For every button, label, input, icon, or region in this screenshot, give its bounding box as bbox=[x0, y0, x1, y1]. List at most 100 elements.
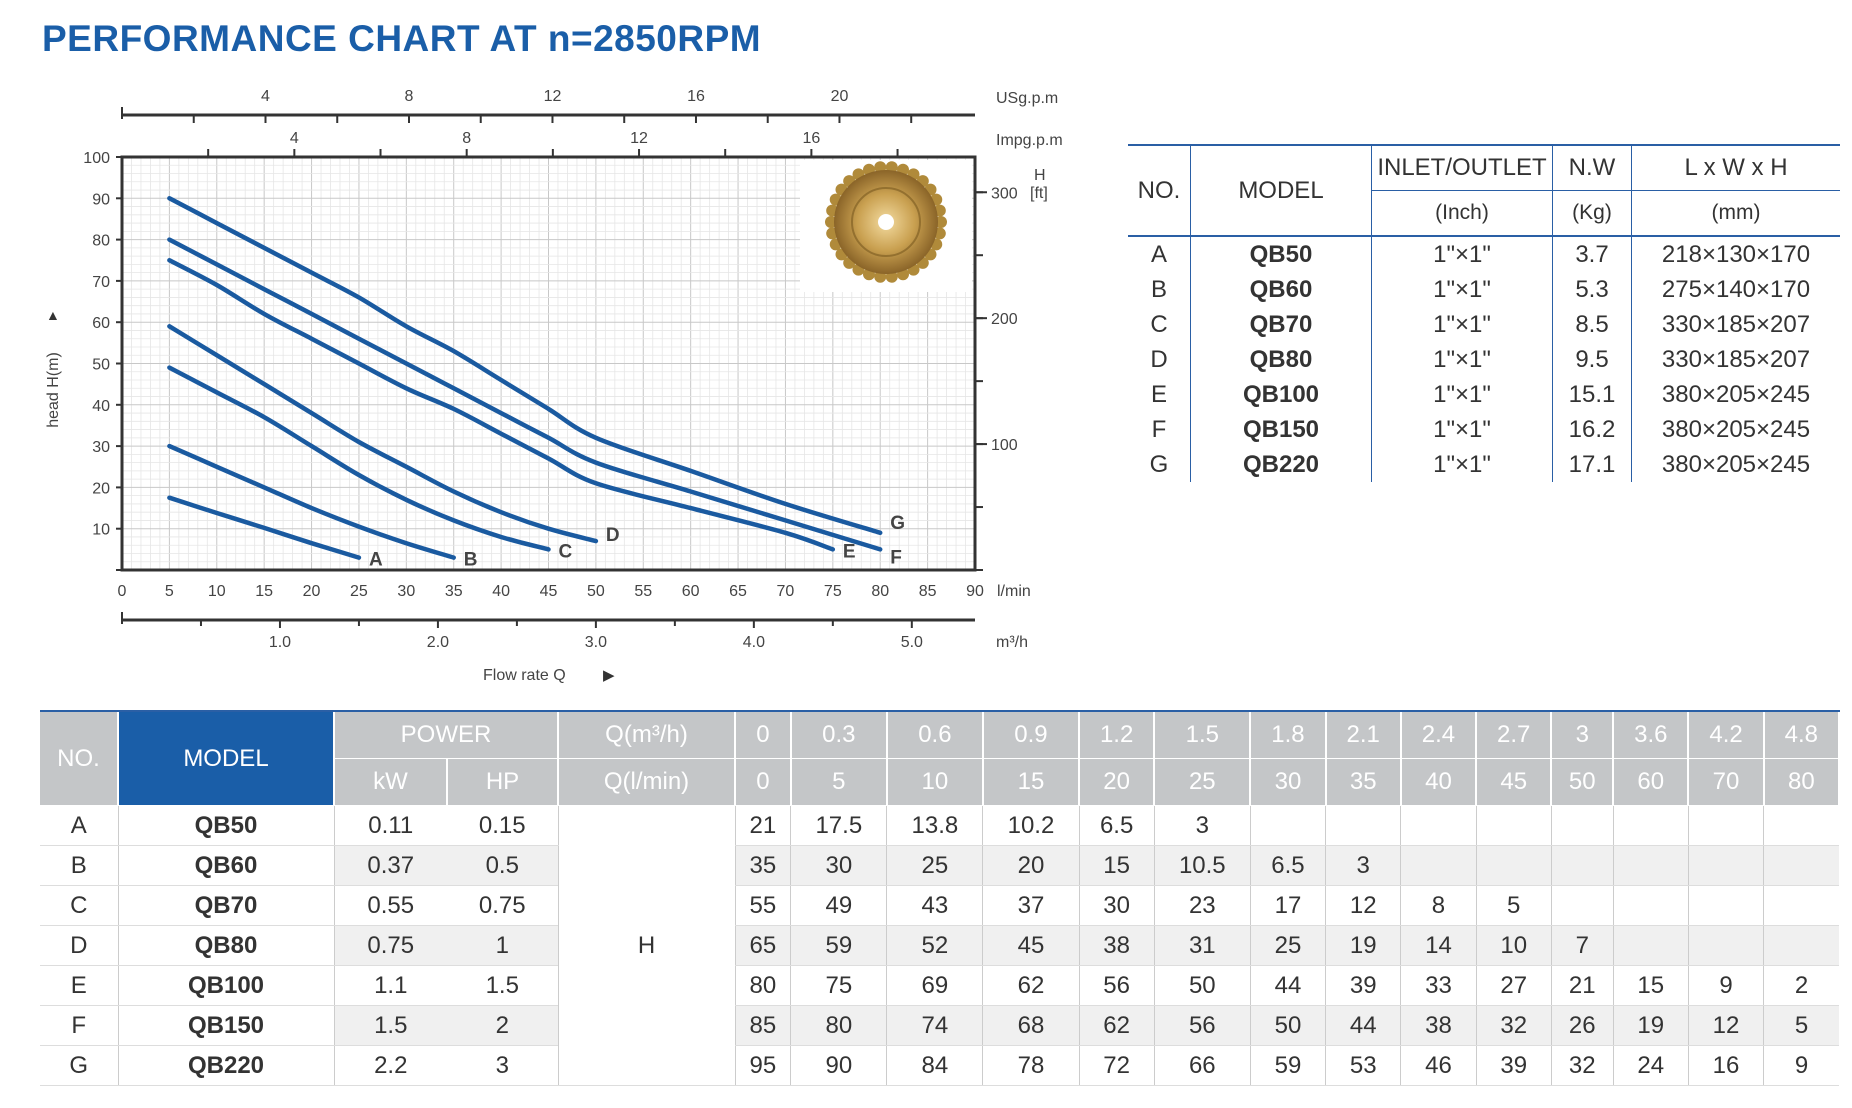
perf-cell-head: 46 bbox=[1400, 1045, 1477, 1086]
perf-cell-head: 17 bbox=[1249, 885, 1326, 926]
perf-header-q-lmin-value: 45 bbox=[1476, 758, 1553, 806]
m3h-tick-label: 1.0 bbox=[269, 634, 291, 651]
x-tick-label: 65 bbox=[729, 583, 747, 600]
spec-cell-dims: 218×130×170 bbox=[1631, 236, 1840, 272]
spec-row: E QB100 1"×1" 15.1 380×205×245 bbox=[1128, 377, 1840, 412]
y-tick-label: 40 bbox=[92, 398, 110, 415]
series-labels: A B C D E FG bbox=[369, 513, 905, 571]
perf-cell-no: A bbox=[40, 805, 118, 846]
perf-cell-head: 62 bbox=[1078, 1005, 1155, 1046]
perf-cell-head: 20 bbox=[982, 845, 1080, 886]
perf-cell-head: 25 bbox=[1249, 925, 1326, 966]
perf-cell-hp: 1 bbox=[447, 925, 558, 966]
perf-cell-head: 24 bbox=[1612, 1045, 1689, 1086]
spec-cell-no: C bbox=[1150, 310, 1168, 338]
perf-cell-head: 5 bbox=[1763, 1005, 1839, 1046]
perf-header-q-m3h-value: 3 bbox=[1551, 712, 1615, 759]
performance-table: NO. MODEL POWER Q(m³/h) 0 0.3 0.6 0.9 1.2 1.5… bbox=[40, 712, 1841, 1086]
perf-cell-head: 66 bbox=[1153, 1045, 1251, 1086]
perf-cell-head: 56 bbox=[1078, 965, 1155, 1006]
ft-tick-label: 100 bbox=[991, 437, 1018, 454]
perf-cell-head: 7 bbox=[1550, 925, 1614, 966]
spec-cell-model: QB220 bbox=[1190, 447, 1372, 482]
perf-cell-head bbox=[1550, 885, 1614, 926]
perf-cell-head bbox=[1763, 805, 1839, 846]
perf-cell-head: 6.5 bbox=[1249, 845, 1326, 886]
perf-cell-head bbox=[1687, 925, 1764, 966]
spec-header-inlet-unit: (Inch) bbox=[1371, 190, 1553, 237]
spec-table: NO. MODEL INLET/OUTLET N.W L x W x H (In… bbox=[1128, 146, 1840, 482]
perf-cell-model: QB60 bbox=[117, 845, 334, 886]
series-label-d: D bbox=[606, 525, 620, 546]
perf-cell-head bbox=[1687, 805, 1764, 846]
perf-header-q-m3h-value: 2.7 bbox=[1476, 712, 1553, 759]
spec-row: B QB60 1"×1" 5.3 275×140×170 bbox=[1128, 272, 1840, 307]
perf-cell-head: 19 bbox=[1612, 1005, 1689, 1046]
series-curve-a bbox=[167, 495, 362, 560]
spec-header-inlet: INLET/OUTLET bbox=[1371, 146, 1553, 191]
x-tick-label: 35 bbox=[445, 583, 463, 600]
perf-header-q-m3h-value: 0.6 bbox=[886, 712, 984, 759]
perf-cell-head: 8 bbox=[1400, 885, 1477, 926]
usgpm-tick-label: 4 bbox=[261, 88, 270, 105]
impgpm-unit-label: Impg.p.m bbox=[996, 132, 1063, 149]
perf-header-hp: HP bbox=[447, 758, 559, 806]
perf-cell-kw: 0.11 bbox=[333, 805, 447, 846]
x-tick-label: 90 bbox=[966, 583, 984, 600]
perf-header-q-lmin-value: 70 bbox=[1688, 758, 1765, 806]
spec-cell-model: QB50 bbox=[1190, 236, 1372, 272]
spec-cell-inlet: 1"×1" bbox=[1371, 236, 1553, 272]
perf-cell-head: 55 bbox=[734, 885, 791, 926]
perf-cell-head bbox=[1612, 805, 1689, 846]
perf-header-q-m3h-value: 0.9 bbox=[982, 712, 1081, 759]
y-axis-arrow: ▲ bbox=[46, 307, 60, 323]
spec-cell-nw: 9.5 bbox=[1552, 342, 1632, 377]
perf-cell-head: 10.5 bbox=[1153, 845, 1251, 886]
perf-header-q-lmin-value: 50 bbox=[1551, 758, 1615, 806]
series-curves bbox=[167, 196, 883, 560]
x-tick-label: 25 bbox=[350, 583, 368, 600]
perf-header-q-m3h-value: 4.8 bbox=[1763, 712, 1841, 759]
perf-cell-hp: 3 bbox=[447, 1045, 558, 1086]
spec-cell-dims: 275×140×170 bbox=[1631, 272, 1840, 307]
perf-cell-head: 39 bbox=[1325, 965, 1401, 1006]
perf-cell-head bbox=[1325, 805, 1401, 846]
perf-cell-head: 9 bbox=[1763, 1045, 1839, 1086]
perf-cell-model: QB50 bbox=[117, 805, 334, 846]
series-label-a: A bbox=[369, 550, 383, 571]
spec-cell-nw: 16.2 bbox=[1552, 412, 1632, 447]
series-curve-b bbox=[167, 443, 456, 560]
spec-header-dims-unit: (mm) bbox=[1631, 190, 1840, 237]
perf-cell-head: 62 bbox=[982, 965, 1080, 1006]
spec-row: A QB50 1"×1" 3.7 218×130×170 bbox=[1128, 236, 1840, 272]
perf-cell-no: G bbox=[40, 1045, 118, 1086]
perf-header-q-m3h-value: 1.8 bbox=[1250, 712, 1327, 759]
spec-cell-model: QB70 bbox=[1190, 307, 1372, 342]
spec-cell-model: QB150 bbox=[1190, 412, 1372, 447]
chart-axes: 0 5 10 15 20 25 30 35 40 45 50 55 60 65 70 75 80 85 90 l/mi… bbox=[83, 150, 1030, 600]
spec-cell-no: G bbox=[1149, 450, 1169, 478]
perf-cell-head bbox=[1400, 845, 1477, 886]
perf-header-q-lmin-value: 25 bbox=[1154, 758, 1252, 806]
perf-cell-kw: 0.75 bbox=[333, 925, 447, 966]
perf-cell-head: 80 bbox=[790, 1005, 887, 1046]
spec-cell-no: B bbox=[1150, 275, 1167, 303]
perf-cell-head: 26 bbox=[1550, 1005, 1614, 1046]
impeller-tooth bbox=[825, 216, 837, 228]
x-tick-label: 55 bbox=[634, 583, 652, 600]
spec-cell-no: A bbox=[1150, 240, 1167, 268]
perf-cell-head: 27 bbox=[1475, 965, 1552, 1006]
perf-cell-no: B bbox=[40, 845, 118, 886]
spec-cell-nw: 5.3 bbox=[1552, 272, 1632, 307]
ft-unit-label: [ft] bbox=[1030, 185, 1048, 202]
spec-cell-nw: 8.5 bbox=[1552, 307, 1632, 342]
ft-tick-label: 200 bbox=[991, 311, 1018, 328]
perf-cell-head: 15 bbox=[1612, 965, 1689, 1006]
perf-cell-model: QB80 bbox=[117, 925, 334, 966]
series-curve-f bbox=[167, 237, 883, 552]
spec-cell-nw: 17.1 bbox=[1552, 447, 1632, 482]
y-tick-label: 10 bbox=[92, 522, 110, 539]
x-tick-label: 45 bbox=[540, 583, 558, 600]
perf-cell-head bbox=[1687, 845, 1764, 886]
perf-header-q-m3h-value: 1.2 bbox=[1079, 712, 1156, 759]
